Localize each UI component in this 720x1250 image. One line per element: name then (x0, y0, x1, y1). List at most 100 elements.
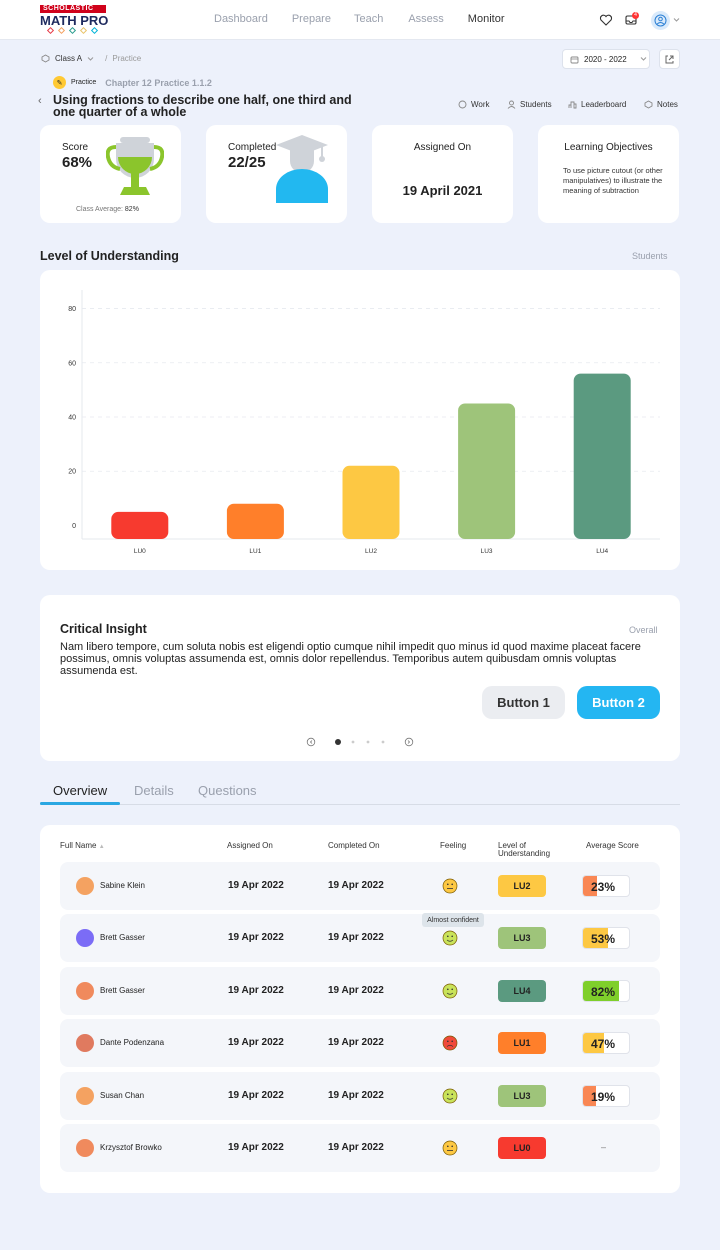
bar-lu1[interactable] (226, 503, 284, 539)
student-name[interactable]: Krzysztof Browko (100, 1143, 162, 1152)
student-name[interactable]: Susan Chan (100, 1090, 145, 1100)
sort-icon[interactable]: ▲ (98, 844, 105, 850)
tab-details[interactable]: Details (134, 783, 174, 798)
practice-icon: ✎ (53, 76, 66, 89)
students-label: Students (520, 100, 552, 109)
score-fill (583, 928, 609, 949)
student-name[interactable]: Brett Gasser (100, 985, 145, 995)
table-row[interactable]: Brett Gasser 19 Apr 2022 19 Apr 2022 LU3 53% (60, 914, 660, 963)
score-value: 23% (591, 880, 616, 894)
happy-face-icon[interactable] (442, 930, 458, 946)
year-range-value: 2020 - 2022 (584, 54, 627, 64)
tab-overview[interactable]: Overview (53, 783, 108, 798)
tab-questions[interactable]: Questions (198, 783, 257, 798)
header-completed-on[interactable]: Completed On (328, 841, 380, 850)
lu-badge: LU4 (498, 979, 546, 1002)
objectives-label: Learning Objectives (564, 142, 653, 153)
chevron-down-icon (640, 57, 647, 61)
assignment-type: Practice (71, 79, 97, 86)
happy-face-icon[interactable] (442, 1088, 458, 1104)
nav-prepare[interactable]: Prepare (291, 13, 331, 25)
button-1[interactable]: Button 1 (482, 686, 565, 719)
x-tick-label: LU3 (481, 548, 493, 555)
assigned-date: 19 Apr 2022 (228, 1089, 284, 1101)
profile-avatar[interactable] (651, 11, 670, 30)
student-name[interactable]: Dante Podenzana (100, 1038, 165, 1048)
notes-label: Notes (657, 100, 678, 109)
table-row[interactable]: Brett Gasser 19 Apr 2022 19 Apr 2022 LU4 82% (60, 966, 660, 1015)
product-name: MATH PRO (40, 13, 109, 28)
inbox-icon[interactable] (624, 13, 638, 27)
chevron-down-icon[interactable] (673, 17, 680, 23)
score-value: 68% (62, 154, 93, 171)
work-icon (458, 100, 467, 109)
notes-action[interactable]: Notes (644, 100, 678, 109)
nav-dashboard[interactable]: Dashboard (214, 13, 268, 25)
students-action[interactable]: Students (507, 100, 552, 109)
nav-monitor[interactable]: Monitor (467, 13, 505, 25)
student-name[interactable]: Sabine Klein (100, 881, 145, 890)
leaderboard-action[interactable]: Leaderboard (568, 100, 626, 109)
y-tick-label: 0 (72, 523, 76, 530)
class-average: Class Average: 82% (76, 206, 139, 213)
nav-teach[interactable]: Teach (353, 13, 384, 25)
bar-lu3[interactable] (458, 403, 516, 539)
happy-face-icon[interactable] (442, 983, 458, 999)
header-level-of-understanding[interactable]: Level of Understanding (498, 841, 551, 858)
tab-bar: Overview Details Questions (40, 783, 680, 805)
breadcrumb-page[interactable]: Practice (112, 54, 142, 63)
student-name[interactable]: Brett Gasser (100, 933, 145, 943)
average-score: 53% (582, 927, 630, 950)
neutral-face-icon[interactable] (442, 1140, 458, 1156)
header-assigned-on[interactable]: Assigned On (227, 841, 273, 850)
x-tick-label: LU2 (365, 548, 377, 555)
heart-icon[interactable] (599, 13, 613, 27)
publisher-label: SCHOLASTIC (40, 5, 106, 13)
nav-assess[interactable]: Assess (408, 13, 444, 25)
header-feeling[interactable]: Feeling (440, 841, 467, 850)
bar-lu0[interactable] (111, 511, 169, 539)
lu-badge: LU1 (498, 1032, 546, 1055)
bar-lu2[interactable] (342, 465, 400, 539)
score-value: 82% (591, 984, 616, 999)
table-row[interactable]: Krzysztof Browko 19 Apr 2022 19 Apr 2022 LU… (60, 1124, 660, 1172)
understanding-students-link[interactable]: Students (632, 251, 668, 261)
students-icon (507, 100, 516, 109)
button-2[interactable]: Button 2 (577, 686, 660, 719)
completed-value: 22/25 (228, 154, 266, 171)
y-tick-label: 20 (68, 469, 76, 476)
class-selector[interactable]: Class A (55, 54, 83, 63)
class-average-value: 82% (124, 206, 139, 213)
work-action[interactable]: Work (458, 100, 490, 109)
completed-date: 19 Apr 2022 (328, 1142, 384, 1153)
header-full-name[interactable]: Full Name ▲ (60, 841, 105, 850)
trophy-icon (106, 137, 164, 195)
score-fill (583, 876, 597, 896)
sad-face-icon[interactable] (442, 1035, 458, 1051)
insight-overall-link[interactable]: Overall (629, 625, 658, 635)
share-button[interactable] (659, 49, 680, 69)
bar-lu4[interactable] (573, 373, 631, 539)
assigned-date: 19 Apr 2022 (228, 1037, 284, 1049)
completed-date: 19 Apr 2022 (328, 932, 384, 944)
completed-date: 19 Apr 2022 (328, 1089, 384, 1101)
leaderboard-label: Leaderboard (581, 100, 627, 109)
assigned-value: 19 April 2021 (402, 183, 483, 198)
table-row[interactable]: Dante Podenzana 19 Apr 2022 19 Apr 2022 LU1… (60, 1019, 660, 1068)
chevron-down-icon[interactable] (87, 56, 94, 62)
leaderboard-icon (568, 101, 577, 109)
avatar (76, 981, 94, 1000)
back-chevron-icon[interactable]: ‹ (38, 95, 42, 107)
table-row[interactable]: Susan Chan 19 Apr 2022 19 Apr 2022 LU3 19% (60, 1071, 660, 1120)
neutral-face-icon[interactable] (442, 878, 458, 894)
logo-dots (40, 26, 110, 35)
calendar-icon (570, 56, 579, 63)
header-average-score[interactable]: Average Score (586, 841, 639, 850)
scholastic-logo[interactable]: SCHOLASTIC MATH PRO (40, 5, 110, 37)
assigned-date: 19 Apr 2022 (228, 1142, 284, 1153)
table-row[interactable]: Sabine Klein 19 Apr 2022 19 Apr 2022 LU2 23% (60, 862, 660, 910)
score-value: – (601, 1142, 607, 1152)
x-tick-label: LU0 (134, 548, 146, 555)
score-fill (583, 1085, 596, 1106)
year-range-select[interactable]: 2020 - 2022 (562, 49, 650, 69)
